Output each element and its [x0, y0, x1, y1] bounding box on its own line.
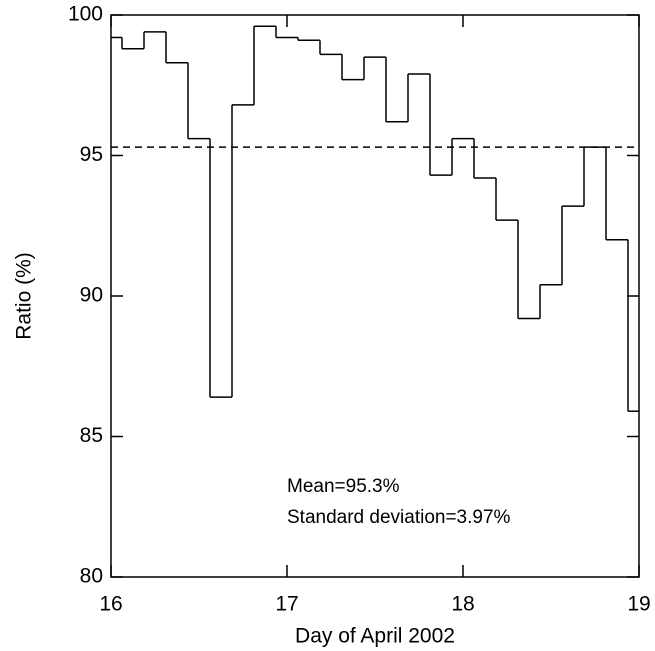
x-tick-label: 18: [451, 593, 474, 616]
y-tick-label: 85: [80, 424, 103, 447]
y-tick-label: 90: [80, 284, 103, 307]
x-tick-label: 16: [99, 593, 122, 616]
annotation: Standard deviation=3.97%: [287, 507, 511, 528]
y-tick-label: 95: [80, 143, 103, 166]
annotation: Mean=95.3%: [287, 476, 400, 497]
y-tick-label: 80: [80, 565, 103, 588]
x-tick-label: 17: [275, 593, 298, 616]
y-tick-label: 100: [68, 3, 103, 26]
x-tick-label: 19: [627, 593, 650, 616]
x-axis-title: Day of April 2002: [295, 625, 455, 648]
y-axis-title: Ratio (%): [13, 252, 36, 340]
